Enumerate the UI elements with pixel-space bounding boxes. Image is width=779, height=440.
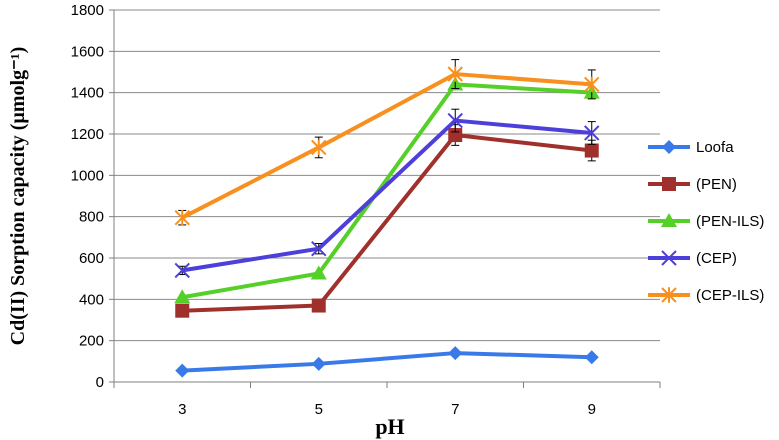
marker-shape: [174, 262, 190, 279]
marker-shape: [311, 139, 327, 156]
series-line: [182, 351, 592, 373]
legend-item: (PEN-ILS): [648, 213, 764, 230]
y-tick-labels: 0 200 400 600 800 1000 1200 1400 1600 1800: [71, 2, 104, 391]
legend-marker: [662, 140, 676, 154]
marker-shape: [661, 287, 677, 303]
y-tick-label: 800: [79, 209, 104, 226]
legend-label: (PEN): [696, 176, 737, 193]
x-tick-label: 5: [315, 401, 323, 418]
series-layer: [174, 59, 600, 378]
y-tick-label: 400: [79, 291, 104, 308]
series-line: [181, 118, 592, 273]
data-point: [584, 350, 599, 365]
series-loofa: [175, 346, 599, 378]
marker-shape: [447, 112, 463, 129]
data-point: [174, 209, 190, 226]
legend: Loofa (PEN) (PEN-ILS) (CEP) (CEP-ILS): [648, 139, 764, 304]
marker-shape: [174, 209, 190, 226]
data-point: [175, 303, 190, 318]
marker-shape: [661, 250, 677, 266]
legend-marker: [661, 213, 677, 227]
legend-label: (CEP-ILS): [696, 287, 764, 304]
data-point: [584, 125, 600, 141]
data-point: [584, 143, 599, 158]
data-point: [311, 298, 326, 313]
y-tick-label: 1000: [71, 167, 104, 184]
marker-shape: [310, 265, 327, 280]
legend-label: (PEN-ILS): [696, 213, 764, 230]
marker-shape: [662, 140, 676, 154]
x-axis-title: pH: [375, 414, 404, 439]
axes: [109, 9, 661, 388]
y-tick-label: 1400: [71, 85, 104, 102]
data-point: [447, 112, 463, 129]
legend-marker: [661, 287, 677, 303]
legend-item: (CEP-ILS): [648, 287, 764, 304]
marker-shape: [584, 125, 600, 141]
x-tick-label: 3: [178, 401, 186, 418]
y-tick-label: 1800: [71, 2, 104, 19]
x-tick-label: 7: [451, 401, 459, 418]
y-axis-title: Cd(II) Sorption capacity (µmolg⁻¹): [7, 47, 29, 346]
data-point: [311, 139, 327, 156]
data-point: [447, 66, 463, 82]
data-point: [311, 240, 327, 257]
x-tick-labels: 3 5 7 9: [178, 401, 596, 418]
data-point: [174, 289, 191, 304]
series-line: [181, 72, 592, 220]
legend-marker: [661, 250, 677, 266]
series-line: [181, 82, 592, 300]
legend-item: Loofa: [648, 139, 734, 156]
data-point: [175, 363, 190, 378]
marker-shape: [584, 76, 600, 93]
data-point: [311, 356, 326, 371]
marker-shape: [311, 356, 326, 371]
y-tick-label: 600: [79, 250, 104, 267]
marker-shape: [311, 240, 327, 257]
data-point: [310, 265, 327, 280]
marker-shape: [174, 289, 191, 304]
marker-shape: [447, 66, 463, 82]
marker-shape: [175, 363, 190, 378]
marker-shape: [584, 143, 599, 158]
data-point: [448, 346, 463, 361]
legend-item: (PEN): [648, 176, 737, 193]
y-tick-label: 1200: [71, 126, 104, 143]
y-tick-label: 1600: [71, 43, 104, 60]
legend-marker: [662, 177, 676, 191]
marker-shape: [175, 303, 190, 318]
marker-shape: [311, 298, 326, 313]
legend-item: (CEP): [648, 250, 737, 267]
data-point: [584, 76, 600, 93]
data-point: [174, 262, 190, 279]
grid-lines: [114, 9, 660, 342]
x-tick-label: 9: [588, 401, 596, 418]
y-tick-label: 200: [79, 333, 104, 350]
legend-label: (CEP): [696, 250, 737, 267]
marker-shape: [662, 177, 676, 191]
series-line: [182, 133, 592, 313]
marker-shape: [584, 350, 599, 365]
series-cep: [174, 108, 600, 279]
series-cep-ils: [174, 59, 600, 226]
marker-shape: [448, 346, 463, 361]
legend-label: Loofa: [696, 139, 734, 156]
y-tick-label: 0: [96, 374, 104, 391]
marker-shape: [661, 213, 677, 227]
